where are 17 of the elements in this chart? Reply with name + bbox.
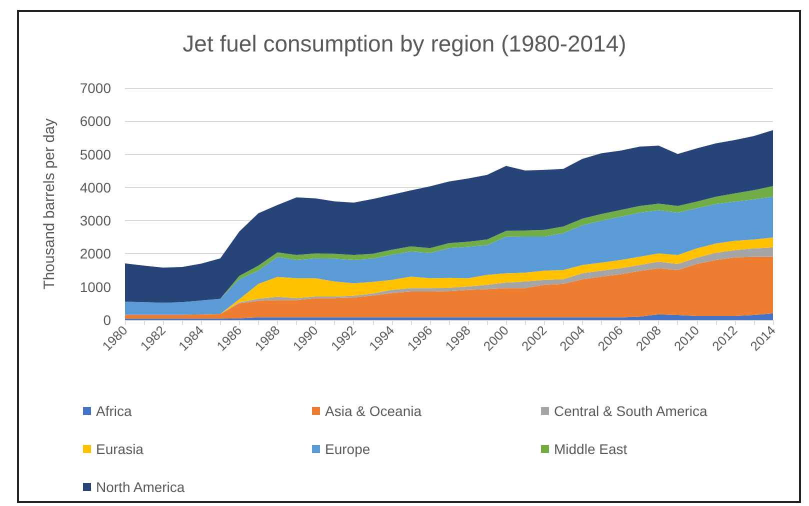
y-axis-title: Thousand barrels per day <box>41 118 58 290</box>
legend-label: Asia & Oceania <box>325 403 422 419</box>
legend-label: Central & South America <box>554 403 708 419</box>
y-tick-label: 3000 <box>80 212 112 229</box>
y-tick-label: 0 <box>103 312 112 328</box>
legend-label: Eurasia <box>96 441 144 457</box>
legend-label: North America <box>96 479 185 495</box>
legend-label: Middle East <box>554 441 628 457</box>
chart-title: Jet fuel consumption by region (1980-2014) <box>182 30 626 56</box>
y-tick-label: 2000 <box>80 246 112 262</box>
legend-label: Europe <box>325 441 370 457</box>
y-tick-label: 5000 <box>80 146 112 162</box>
y-tick-label: 7000 <box>80 80 112 96</box>
y-tick-label: 1000 <box>80 278 112 295</box>
y-tick-label: 6000 <box>80 113 112 130</box>
legend-label: Africa <box>96 403 132 419</box>
y-tick-label: 4000 <box>80 179 112 196</box>
